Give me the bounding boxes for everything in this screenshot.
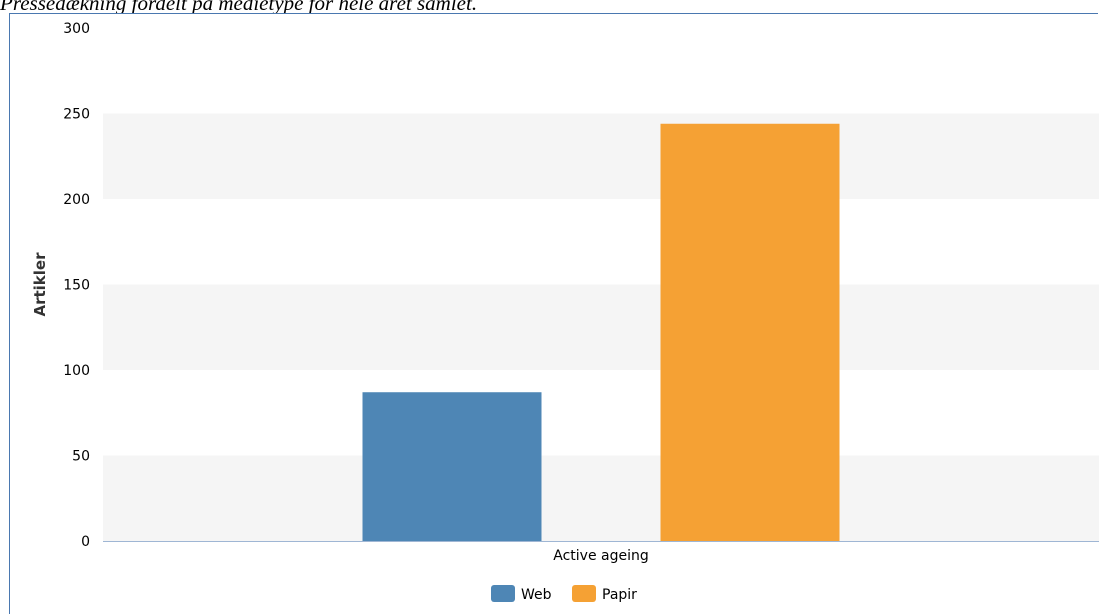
y-tick-label: 50 xyxy=(72,449,90,465)
y-tick-label: 100 xyxy=(63,363,90,379)
legend: Web Papir xyxy=(491,585,637,603)
bar-papir[interactable] xyxy=(660,123,840,541)
bars-group xyxy=(362,123,840,541)
y-tick-label: 150 xyxy=(63,278,90,294)
legend-swatch-web[interactable] xyxy=(491,585,515,602)
bar-web[interactable] xyxy=(362,392,542,541)
x-category-label: Active ageing xyxy=(553,548,648,564)
y-axis-title: Artikler xyxy=(31,252,49,317)
grid-band xyxy=(103,455,1099,541)
y-axis-ticks: 0 50 100 150 200 250 300 xyxy=(63,21,90,550)
document-caption: Pressedækning fordelt på medietype for h… xyxy=(0,0,478,15)
y-tick-label: 300 xyxy=(63,21,90,37)
y-tick-label: 250 xyxy=(63,107,90,123)
legend-label-web[interactable]: Web xyxy=(521,587,552,603)
grid-band xyxy=(103,284,1099,370)
y-tick-label: 200 xyxy=(63,192,90,208)
y-tick-label: 0 xyxy=(81,534,90,550)
plot-bands xyxy=(103,113,1099,541)
legend-label-papir[interactable]: Papir xyxy=(602,587,637,603)
legend-swatch-papir[interactable] xyxy=(572,585,596,602)
category-labels: Active ageing xyxy=(553,548,648,564)
grid-band xyxy=(103,113,1099,199)
